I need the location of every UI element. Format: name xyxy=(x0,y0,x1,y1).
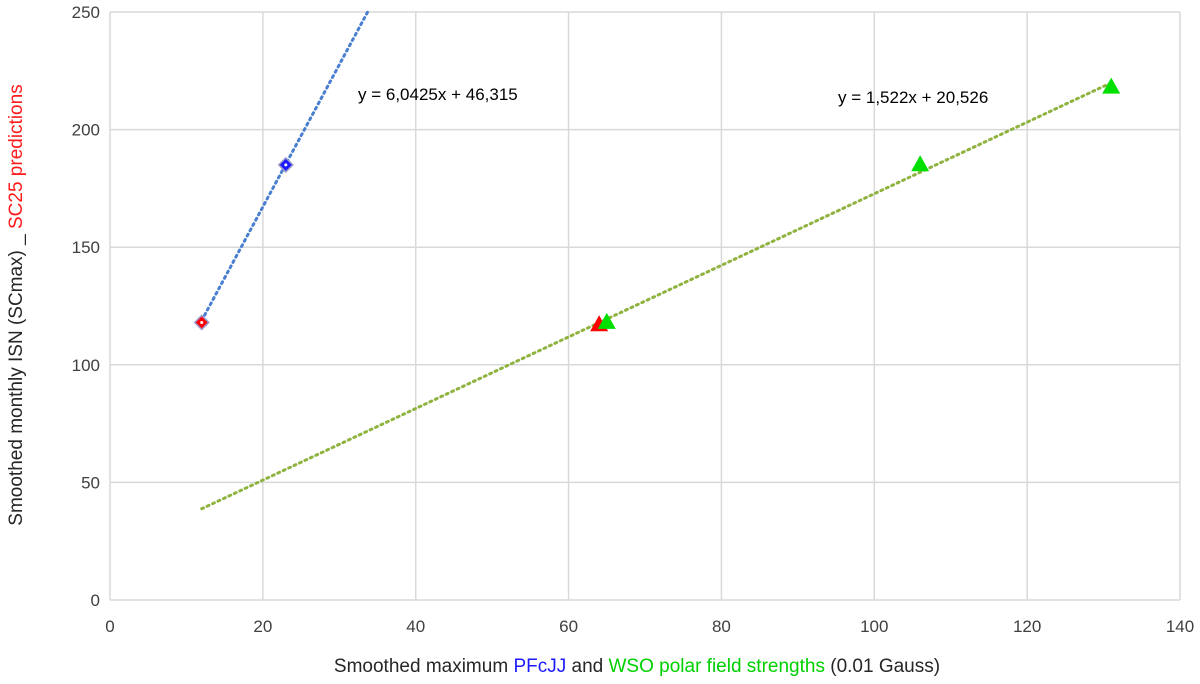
y-tick-label: 50 xyxy=(81,473,100,492)
data-points xyxy=(193,77,1121,332)
x-tick-label: 60 xyxy=(559,617,578,636)
x-tick-label: 80 xyxy=(712,617,731,636)
x-tick-label: 0 xyxy=(105,617,114,636)
trendline-1 xyxy=(200,81,1113,511)
grid-lines xyxy=(109,11,1181,601)
diamond-point-center xyxy=(200,320,204,324)
y-tick-label: 100 xyxy=(72,356,100,375)
axis-title-part: WSO polar field strengths xyxy=(608,656,824,677)
triangle-point xyxy=(597,312,616,329)
y-axis-title: Smoothed monthly ISN (SCmax) _ SC25 pred… xyxy=(6,84,27,525)
axis-title-part: PFcJJ xyxy=(513,656,566,677)
axis-title-part: (0.01 Gauss) xyxy=(825,656,940,677)
triangle-point xyxy=(911,155,930,172)
axis-title-part: Smoothed maximum xyxy=(334,656,514,677)
axis-title-part: SC25 predictions xyxy=(6,84,27,229)
x-tick-label: 20 xyxy=(253,617,272,636)
triangle-point xyxy=(1102,77,1121,94)
axis-title-part: Smoothed monthly ISN (SCmax) _ xyxy=(6,229,27,526)
equation-label-pfcjj: y = 6,0425x + 46,315 xyxy=(358,85,518,104)
y-tick-label: 0 xyxy=(91,591,100,610)
tick-labels: 0 20 40 60 80 100 120 140 0 50 100 150 200 250 xyxy=(72,3,1195,636)
y-tick-label: 150 xyxy=(72,238,100,257)
x-tick-label: 40 xyxy=(406,617,425,636)
x-tick-label: 100 xyxy=(860,617,888,636)
equation-label-wso: y = 1,522x + 20,526 xyxy=(838,88,988,107)
y-tick-label: 250 xyxy=(72,3,100,22)
trendlines xyxy=(200,10,1113,511)
x-tick-label: 140 xyxy=(1166,617,1194,636)
axis-title-part: and xyxy=(566,656,608,677)
x-axis-title: Smoothed maximum PFcJJ and WSO polar fie… xyxy=(334,656,940,677)
y-tick-label: 200 xyxy=(72,121,100,140)
diamond-point-center xyxy=(284,163,288,167)
x-tick-label: 120 xyxy=(1013,617,1041,636)
